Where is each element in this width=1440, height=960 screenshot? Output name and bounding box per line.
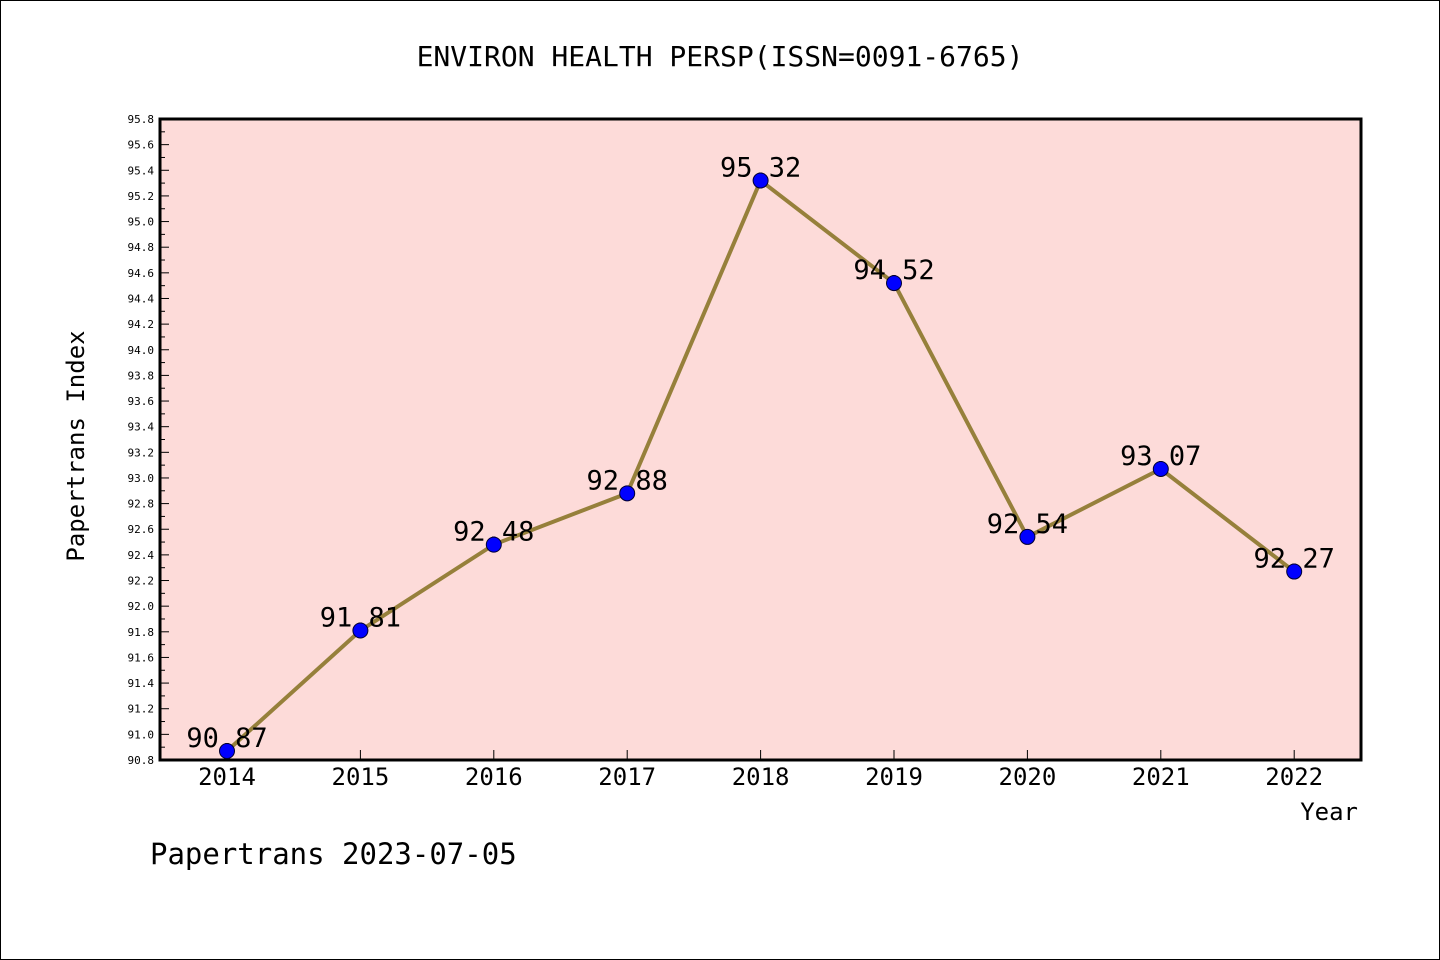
x-tick-label: 2021	[1132, 763, 1190, 791]
y-tick-label: 91.0	[128, 728, 155, 741]
y-tick-label: 95.4	[128, 164, 155, 177]
data-point	[219, 743, 235, 760]
y-tick-label: 91.8	[128, 626, 155, 639]
data-point	[1152, 460, 1169, 477]
y-tick-label: 92.0	[128, 600, 155, 613]
plot-area	[158, 117, 1363, 762]
y-tick-label: 92.8	[128, 498, 155, 511]
y-tick-label: 94.2	[128, 318, 155, 331]
x-tick-label: 2017	[598, 763, 656, 791]
y-tick-label: 95.6	[128, 139, 155, 152]
x-axis-title: Year	[1300, 798, 1358, 826]
data-point	[1286, 563, 1303, 580]
y-tick-label: 90.8	[128, 754, 155, 767]
chart-title: ENVIRON HEALTH PERSP(ISSN=0091-6765)	[417, 40, 1024, 73]
y-tick-label: 93.0	[128, 472, 155, 485]
y-tick-label: 93.4	[128, 421, 155, 434]
y-tick-label: 95.2	[128, 190, 155, 203]
data-point	[352, 622, 369, 639]
y-tick-label: 93.8	[128, 369, 155, 382]
y-tick-label: 91.6	[128, 651, 155, 664]
data-point	[619, 485, 636, 502]
data-point	[886, 275, 902, 292]
y-tick-label: 95.8	[128, 113, 155, 126]
x-tick-label: 2022	[1265, 763, 1323, 791]
y-tick-label: 92.4	[128, 549, 155, 562]
x-axis: 2014 2015 2016 2017 2018 2019 2020 2021 2022	[198, 750, 1323, 791]
y-tick-label: 91.4	[128, 677, 155, 690]
y-tick-label: 92.6	[128, 523, 155, 536]
y-tick-label: 92.2	[128, 575, 155, 588]
y-tick-label: 94.4	[128, 292, 155, 305]
y-tick-label: 91.2	[128, 703, 155, 716]
footer-credit: Papertrans 2023-07-05	[150, 837, 517, 871]
data-point	[485, 536, 502, 553]
x-tick-label: 2016	[465, 763, 523, 791]
y-tick-label: 94.6	[128, 267, 155, 280]
data-point	[1019, 528, 1036, 545]
y-axis-title: Papertrans Index	[62, 330, 90, 561]
x-tick-label: 2019	[865, 763, 923, 791]
x-tick-label: 2015	[332, 763, 390, 791]
y-tick-label: 93.6	[128, 395, 155, 408]
y-tick-label: 95.0	[128, 216, 155, 229]
x-tick-label: 2014	[198, 763, 256, 791]
x-tick-label: 2020	[999, 763, 1057, 791]
x-tick-label: 2018	[732, 763, 790, 791]
y-axis: 90.8 91.0 91.2 91.4 91.6 91.8 92.0 92.2 92.4 92.6…	[128, 113, 169, 767]
y-tick-label: 93.2	[128, 446, 155, 459]
y-tick-label: 94.8	[128, 241, 155, 254]
y-tick-label: 94.0	[128, 344, 155, 357]
series-line-group: 90.8791.8192.4892.8895.3294.5292.5493.07…	[186, 153, 1335, 760]
data-point	[752, 172, 769, 189]
